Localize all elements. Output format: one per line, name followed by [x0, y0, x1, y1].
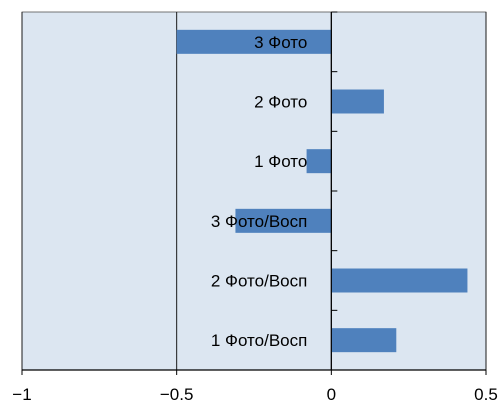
- bar-1: [331, 89, 384, 114]
- category-label-4: 2 Фото/Восп: [211, 272, 307, 291]
- category-label-1: 2 Фото: [254, 93, 307, 112]
- category-label-0: 3 Фото: [254, 33, 307, 52]
- bar-2: [306, 149, 332, 174]
- category-label-2: 1 Фото: [254, 152, 307, 171]
- x-tick-labels: −1 −0.5 0 0.5: [12, 385, 498, 404]
- axes: [21, 11, 487, 375]
- category-label-3: 3 Фото/Восп: [211, 212, 307, 231]
- bar-3: [235, 208, 332, 233]
- bars: [176, 29, 468, 353]
- x-tick-label-2: 0: [327, 385, 336, 404]
- x-tick-label-1: −0.5: [160, 385, 194, 404]
- bar-4: [331, 268, 468, 293]
- bar-0: [176, 29, 332, 54]
- bar-5: [331, 328, 397, 353]
- x-tick-label-3: 0.5: [474, 385, 498, 404]
- plot-area: [21, 11, 487, 371]
- x-tick-label-0: −1: [12, 385, 31, 404]
- category-labels: 3 Фото 2 Фото 1 Фото 3 Фото/Восп 2 Фото/Восп…: [211, 33, 307, 350]
- category-label-5: 1 Фото/Восп: [211, 331, 307, 350]
